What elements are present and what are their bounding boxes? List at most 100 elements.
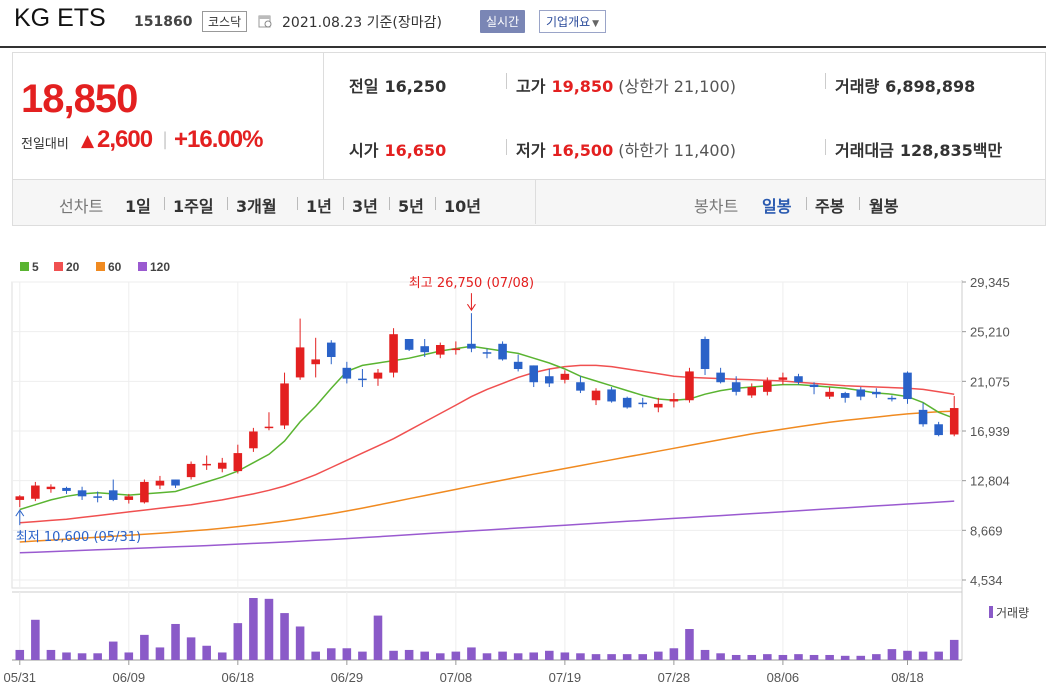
y-tick-label: 12,804 — [970, 474, 1010, 489]
candle-body — [467, 343, 476, 349]
volume-bar — [638, 654, 648, 660]
candle-daily[interactable]: 일봉 — [762, 197, 792, 216]
volume-bar — [124, 652, 134, 660]
x-tick-label: 06/29 — [331, 670, 364, 685]
period-3y[interactable]: 3년 — [352, 197, 378, 216]
company-overview-dropdown[interactable]: 기업개요 ▼ — [539, 10, 607, 33]
y-tick-label: 21,075 — [970, 374, 1010, 389]
period-3m[interactable]: 3개월 — [236, 197, 277, 216]
min-annotation: 최저 10,600 (05/31) — [16, 530, 141, 545]
candle-body — [513, 361, 523, 370]
amount-unit: 백만 — [972, 141, 1003, 160]
volume-bar — [108, 641, 118, 660]
realtime-button[interactable]: 실시간 — [480, 10, 526, 33]
y-tick-label: 8,669 — [970, 523, 1003, 538]
volume-bar — [856, 655, 866, 660]
candle-body — [77, 490, 87, 497]
candle-body — [171, 479, 180, 486]
divider — [806, 197, 807, 210]
volume-bar — [560, 652, 570, 660]
period-5y[interactable]: 5년 — [398, 197, 424, 216]
candle-body — [731, 382, 741, 392]
volume-bar — [794, 654, 803, 660]
calendar-icon — [258, 15, 272, 28]
candle-body — [949, 408, 959, 435]
candle-body — [389, 334, 398, 373]
period-10y[interactable]: 10년 — [444, 197, 481, 216]
change-percent: +16.00% — [174, 126, 263, 153]
volume-bar — [46, 649, 56, 660]
candle-body — [280, 383, 289, 426]
volume-bar — [763, 654, 772, 660]
candle-body — [856, 389, 866, 397]
divider — [825, 73, 826, 89]
candle-body — [903, 372, 912, 400]
volume-bar — [342, 648, 352, 660]
divider — [297, 197, 298, 210]
stock-header: KG ETS 151860 코스닥 2021.08.23 기준(장마감) 실시간… — [0, 0, 1046, 48]
candle-body — [326, 342, 336, 358]
divider — [164, 197, 165, 210]
candle-body — [498, 343, 507, 360]
candle-body — [622, 397, 632, 408]
candle-body — [840, 393, 850, 398]
volume-bar — [747, 654, 757, 660]
volume-bar — [326, 648, 336, 660]
volume-bar — [62, 652, 71, 660]
volume-bar — [482, 653, 492, 660]
period-1d[interactable]: 1일 — [125, 197, 151, 216]
low-value: 16,500 — [551, 141, 614, 160]
candle-body — [685, 371, 694, 401]
candle-body — [186, 463, 196, 478]
lower-limit: (하한가 11,400) — [618, 141, 737, 160]
candle-body — [217, 462, 227, 469]
volume-bar — [77, 653, 87, 660]
volume-bar — [280, 613, 289, 660]
x-tick-label: 07/19 — [549, 670, 582, 685]
current-price: 18,850 — [21, 77, 138, 121]
volume-bar — [654, 651, 663, 660]
x-tick-label: 06/18 — [222, 670, 255, 685]
candle-body — [373, 372, 383, 379]
amount-cell: 거래대금 128,835백만 — [835, 137, 1002, 161]
candle-body — [794, 376, 803, 383]
candle-body — [46, 486, 56, 490]
candle-body — [872, 391, 881, 395]
period-1y[interactable]: 1년 — [306, 197, 332, 216]
legend-swatch — [20, 262, 29, 271]
change-label: 전일대비 — [21, 137, 69, 152]
candle-body — [404, 338, 414, 350]
divider — [506, 139, 507, 155]
period-1w[interactable]: 1주일 — [173, 197, 214, 216]
company-overview-label: 기업개요 — [546, 15, 591, 29]
chart-period-bar: 선차트 1일 1주일 3개월 1년 3년 5년 10년 봉차트 일봉 주봉 월봉 — [12, 180, 1046, 226]
volume-legend-swatch — [989, 606, 993, 618]
candle-monthly[interactable]: 월봉 — [869, 197, 899, 216]
candle-body — [700, 338, 710, 370]
candle-body — [716, 372, 725, 383]
candle-body — [482, 352, 492, 354]
volume-bar — [716, 653, 725, 660]
company-name: KG ETS — [14, 4, 106, 32]
candle-body — [124, 496, 134, 500]
max-annotation: 최고 26,750 (07/08) — [409, 276, 534, 291]
price-plot-frame — [11, 281, 963, 589]
candle-weekly[interactable]: 주봉 — [815, 197, 845, 216]
candle-body — [155, 480, 165, 486]
divider — [859, 197, 860, 210]
low-label: 저가 — [516, 141, 546, 160]
volume-value: 6,898,898 — [885, 77, 976, 96]
volume-bar — [171, 623, 180, 660]
candle-body — [342, 367, 352, 379]
candle-body — [934, 424, 943, 436]
candle-body — [529, 365, 539, 383]
open-label: 시가 — [349, 141, 379, 160]
volume-legend-label: 거래량 — [996, 606, 1029, 620]
volume-bar — [31, 619, 40, 660]
volume-bar — [420, 651, 429, 660]
high-value: 19,850 — [551, 77, 614, 96]
chevron-down-icon: ▼ — [592, 19, 600, 29]
prev-close-value: 16,250 — [384, 77, 447, 96]
volume-bar — [435, 653, 445, 660]
x-tick-label: 08/18 — [891, 670, 924, 685]
